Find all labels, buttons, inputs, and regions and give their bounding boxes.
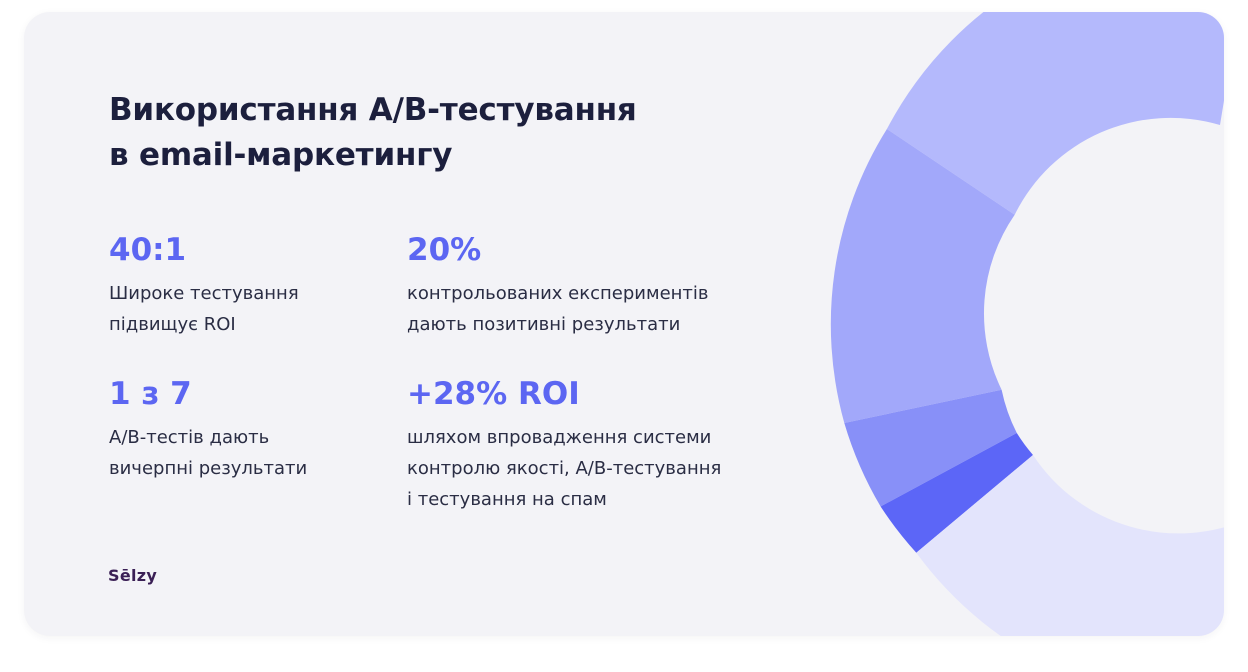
- infographic-card: Використання A/B-тестування в email-марк…: [24, 12, 1224, 636]
- title-line-2: в email-маркетингу: [109, 137, 453, 173]
- donut-segment-top: [886, 12, 1224, 215]
- title-line-1: Використання A/B-тестування: [109, 92, 637, 128]
- page-title: Використання A/B-тестування в email-марк…: [109, 88, 637, 178]
- selzy-logo: Sēlzy: [108, 566, 158, 585]
- donut-segment-middle: [844, 389, 1017, 507]
- stat-description-line: A/B-тестів дають: [109, 427, 270, 448]
- stat-value: 40:1: [109, 232, 187, 268]
- donut-segment-upper-left: [830, 129, 1015, 423]
- stat-description-line: контрольованих експериментів: [407, 283, 709, 304]
- stat-value: 20%: [407, 232, 482, 268]
- stat-value: 1 з 7: [109, 376, 192, 412]
- stat-description-line: і тестування на спам: [407, 489, 607, 510]
- stat-description-line: вичерпні результати: [109, 458, 308, 479]
- stat-description-line: Широке тестування: [109, 283, 299, 304]
- stat-description: шляхом впровадження системи контролю яко…: [407, 422, 721, 515]
- stat-value: +28% ROI: [407, 376, 580, 412]
- stat-description-line: підвищує ROI: [109, 314, 236, 335]
- stat-conclusive-tests: 1 з 7 A/B-тестів дають вичерпні результа…: [109, 374, 307, 484]
- stat-roi-ratio: 40:1 Широке тестування підвищує ROI: [109, 230, 299, 340]
- stat-description-line: дають позитивні результати: [407, 314, 681, 335]
- stat-roi-increase: +28% ROI шляхом впровадження системи кон…: [407, 374, 721, 515]
- stat-description: контрольованих експериментів дають позит…: [407, 278, 709, 340]
- stat-description: A/B-тестів дають вичерпні результати: [109, 422, 307, 484]
- stat-description-line: шляхом впровадження системи: [407, 427, 712, 448]
- donut-segment-bottom: [916, 455, 1224, 636]
- donut-decoration: [830, 12, 1224, 636]
- stat-description-line: контролю якості, A/B-тестування: [407, 458, 722, 479]
- stat-description: Широке тестування підвищує ROI: [109, 278, 299, 340]
- donut-segment-accent: [880, 433, 1033, 553]
- stat-positive-experiments: 20% контрольованих експериментів дають п…: [407, 230, 709, 340]
